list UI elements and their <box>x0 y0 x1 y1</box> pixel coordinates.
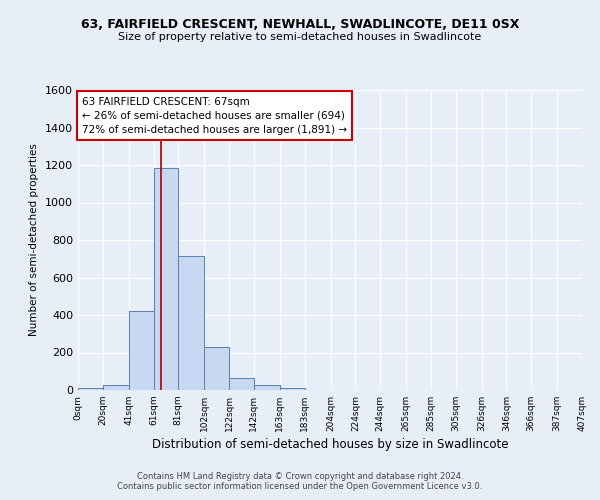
Text: Contains HM Land Registry data © Crown copyright and database right 2024.: Contains HM Land Registry data © Crown c… <box>137 472 463 481</box>
Bar <box>229 378 254 390</box>
Bar <box>154 168 178 390</box>
Y-axis label: Number of semi-detached properties: Number of semi-detached properties <box>29 144 40 336</box>
Bar <box>78 388 103 390</box>
Bar <box>178 256 205 390</box>
Text: 63 FAIRFIELD CRESCENT: 67sqm
← 26% of semi-detached houses are smaller (694)
72%: 63 FAIRFIELD CRESCENT: 67sqm ← 26% of se… <box>82 96 347 134</box>
Text: Size of property relative to semi-detached houses in Swadlincote: Size of property relative to semi-detach… <box>118 32 482 42</box>
Bar <box>280 388 305 390</box>
Text: 63, FAIRFIELD CRESCENT, NEWHALL, SWADLINCOTE, DE11 0SX: 63, FAIRFIELD CRESCENT, NEWHALL, SWADLIN… <box>81 18 519 30</box>
Text: Contains public sector information licensed under the Open Government Licence v3: Contains public sector information licen… <box>118 482 482 491</box>
Bar <box>103 385 129 390</box>
Bar <box>254 385 280 390</box>
X-axis label: Distribution of semi-detached houses by size in Swadlincote: Distribution of semi-detached houses by … <box>152 438 508 451</box>
Bar <box>205 347 229 390</box>
Bar <box>129 311 154 390</box>
